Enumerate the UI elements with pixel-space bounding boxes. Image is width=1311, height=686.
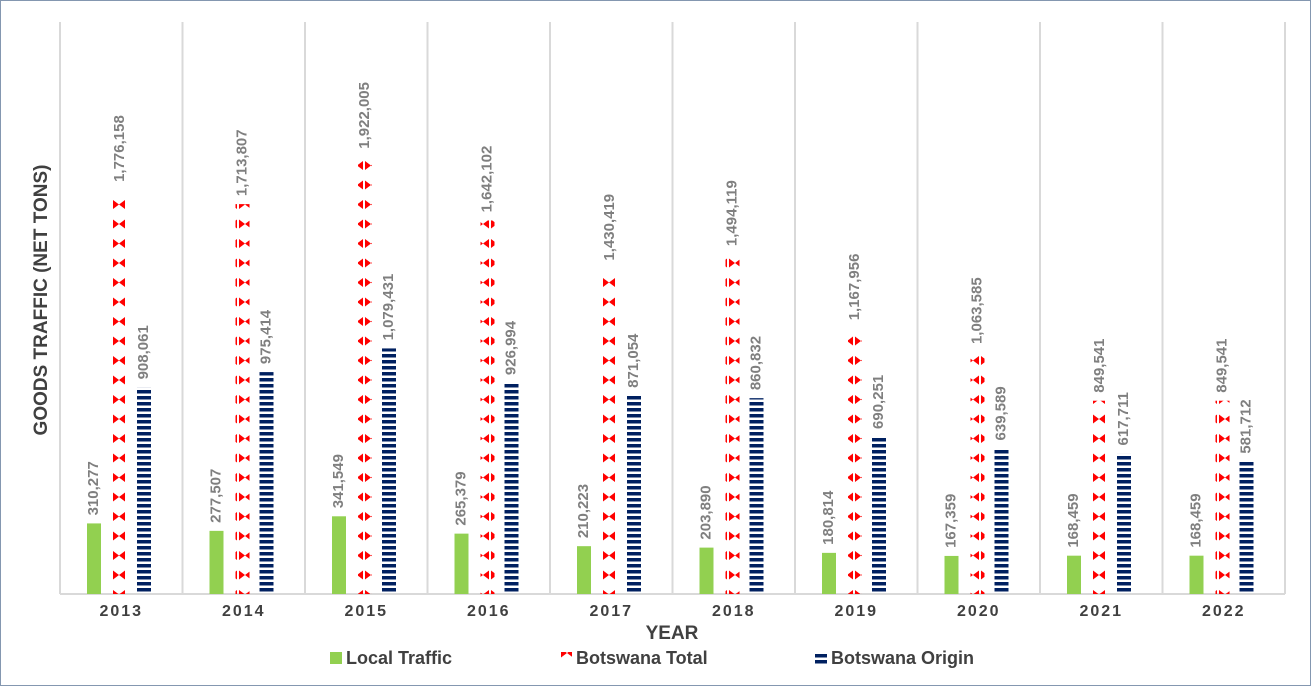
bar [749, 398, 764, 594]
y-axis-title: GOODS TRAFFIC (NET TONS) [31, 165, 52, 436]
data-label: 926,994 [502, 320, 519, 375]
x-tick-label: 2019 [834, 603, 878, 620]
data-label: 1,494,119 [723, 180, 740, 246]
x-tick-label: 2022 [1202, 603, 1246, 620]
data-label: 167,359 [942, 494, 959, 548]
data-label: 849,541 [1091, 338, 1108, 392]
data-label: 908,061 [135, 325, 152, 379]
data-label: 617,711 [1115, 392, 1132, 445]
legend-label: Botswana Total [576, 648, 708, 668]
data-label: 277,507 [207, 469, 224, 523]
data-label: 1,167,956 [846, 254, 863, 321]
bar [259, 372, 274, 594]
bar [627, 395, 641, 594]
data-label: 581,712 [1237, 399, 1254, 453]
legend-label: Local Traffic [346, 648, 452, 668]
x-tick-label: 2018 [712, 603, 756, 620]
bar [848, 328, 862, 594]
legend-label: Botswana Origin [831, 648, 974, 668]
bar [994, 448, 1009, 594]
bar [872, 436, 886, 594]
data-label: 180,814 [820, 490, 837, 545]
data-label: 203,890 [697, 485, 714, 539]
x-tick-label: 2014 [222, 603, 266, 620]
legend-swatch [560, 652, 572, 664]
x-tick-label: 2015 [344, 603, 388, 620]
data-label: 871,054 [625, 333, 642, 388]
data-label: 168,459 [1065, 493, 1082, 547]
bar [332, 516, 346, 594]
bar [504, 383, 519, 594]
bar [1239, 461, 1254, 594]
x-tick-label: 2016 [467, 603, 511, 620]
bar [1189, 555, 1204, 594]
bar [480, 220, 495, 594]
bar [944, 555, 959, 594]
bar [209, 530, 224, 594]
data-label: 690,251 [870, 375, 887, 429]
bar [87, 523, 101, 594]
bar [235, 204, 250, 595]
bar [1093, 400, 1107, 594]
data-label: 341,549 [330, 454, 347, 508]
bar [822, 552, 836, 594]
bar [113, 189, 127, 594]
bar [1215, 400, 1230, 594]
bar [725, 254, 740, 594]
x-tick-label: 2017 [589, 603, 633, 620]
bar [137, 387, 151, 594]
x-axis-title: YEAR [646, 623, 699, 644]
bar [1067, 555, 1081, 594]
data-label: 860,832 [747, 336, 764, 390]
bar [699, 547, 714, 594]
data-label: 310,277 [85, 461, 102, 515]
data-label: 1,430,419 [601, 194, 618, 261]
data-label: 1,922,005 [356, 82, 373, 149]
legend-swatch [815, 652, 827, 664]
bar [603, 268, 617, 594]
data-label: 168,459 [1187, 493, 1204, 547]
data-label: 1,713,807 [233, 129, 250, 196]
data-label: 975,414 [257, 309, 274, 364]
x-tick-label: 2013 [99, 603, 143, 620]
bar [358, 156, 372, 594]
x-tick-label: 2021 [1079, 603, 1123, 620]
data-label: 1,063,585 [968, 277, 985, 344]
data-label: 265,379 [452, 471, 469, 525]
data-label: 1,079,431 [380, 274, 397, 341]
bar [1117, 453, 1131, 594]
bar [382, 348, 396, 594]
data-label: 1,776,158 [111, 115, 128, 182]
legend-swatch [330, 652, 342, 664]
x-tick-label: 2020 [957, 603, 1001, 620]
data-label: 1,642,102 [478, 146, 495, 213]
bar [970, 352, 985, 594]
data-label: 210,223 [575, 484, 592, 538]
data-label: 849,541 [1213, 338, 1230, 392]
data-label: 639,589 [992, 386, 1009, 440]
bar [454, 533, 469, 594]
bar [577, 546, 591, 594]
